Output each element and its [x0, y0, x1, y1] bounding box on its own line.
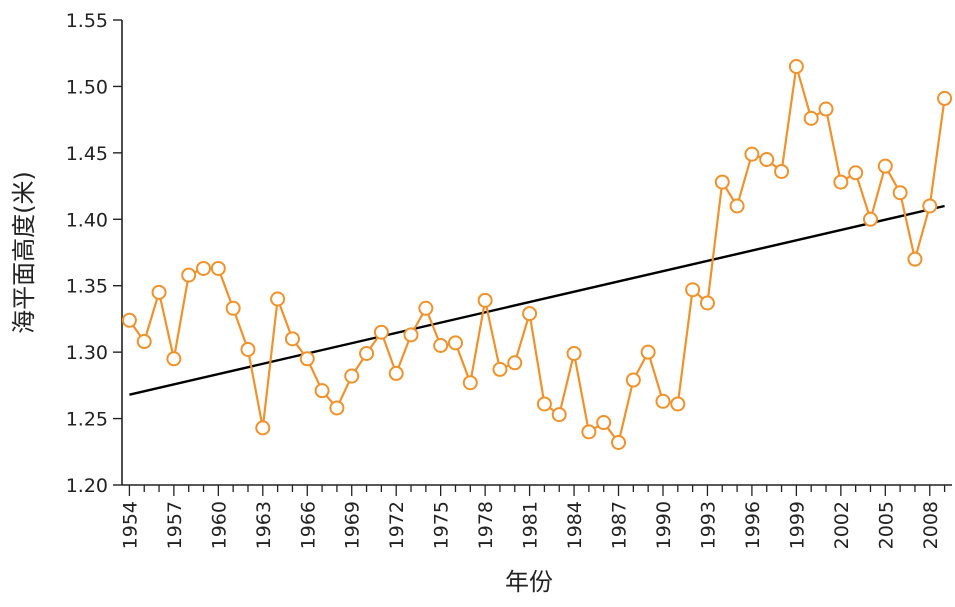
x-tick-label: 1957 [164, 501, 186, 549]
data-point [522, 306, 538, 322]
data-point [462, 375, 478, 391]
data-point [196, 260, 212, 276]
data-point [848, 165, 864, 181]
data-point [507, 355, 523, 371]
y-tick-label: 1.50 [66, 76, 108, 98]
y-tick-label: 1.25 [66, 409, 108, 431]
x-tick-label: 1981 [520, 501, 542, 549]
data-point [418, 300, 434, 316]
x-tick-label: 1993 [697, 501, 719, 549]
x-tick-label: 2002 [831, 501, 853, 549]
data-point [255, 420, 271, 436]
data-point [433, 338, 449, 353]
series-group [121, 59, 953, 450]
y-tick-label: 1.45 [66, 143, 108, 165]
trendline [129, 204, 945, 396]
data-point [551, 407, 567, 423]
series-line [128, 65, 946, 444]
data-point [151, 284, 167, 300]
data-point [625, 372, 641, 388]
data-point [877, 158, 893, 174]
data-point [566, 345, 582, 361]
data-point [314, 383, 330, 399]
data-point [685, 282, 701, 298]
data-point [181, 267, 197, 283]
data-point [596, 415, 612, 431]
data-point [344, 368, 360, 384]
y-tick-label: 1.40 [66, 209, 108, 231]
data-point [774, 163, 790, 179]
y-tick-label: 1.55 [66, 10, 108, 32]
data-point [284, 331, 300, 347]
x-tick-label: 1996 [742, 501, 764, 549]
x-tick-label: 1990 [653, 501, 675, 549]
y-tick-label: 1.35 [66, 276, 108, 298]
data-point [714, 174, 730, 190]
data-point [788, 59, 804, 74]
data-point [210, 260, 226, 276]
data-point [388, 365, 404, 381]
trendline-group [129, 204, 945, 396]
data-point [581, 424, 597, 440]
x-ticks: 1954 1957 1960 1963 1966 1969 1972 1975 1978 1981… [119, 485, 946, 549]
x-tick-label: 2005 [875, 501, 897, 549]
data-point [862, 211, 878, 227]
x-tick-label: 1954 [119, 501, 141, 549]
x-tick-label: 1969 [342, 501, 364, 549]
data-point [136, 334, 152, 350]
data-point [270, 291, 286, 307]
data-point [729, 198, 745, 214]
data-point [640, 344, 656, 360]
data-point [922, 198, 938, 214]
data-point [655, 393, 671, 409]
data-point [699, 295, 715, 311]
data-point [166, 351, 182, 367]
data-point [670, 396, 686, 412]
y-tick-label: 1.20 [66, 475, 108, 497]
data-point [403, 327, 419, 343]
axes: 1.201.251.301.351.401.451.501.55 1954 195… [66, 10, 952, 549]
y-tick-label: 1.30 [66, 342, 108, 364]
x-tick-label: 1972 [386, 501, 408, 549]
data-point [803, 110, 819, 126]
data-point [892, 185, 908, 201]
data-point [492, 361, 508, 377]
x-tick-label: 1999 [786, 501, 808, 549]
data-point [240, 341, 256, 357]
data-point [447, 335, 463, 351]
data-point [818, 101, 834, 117]
y-ticks: 1.20 1.25 1.30 1.35 1.40 1.45 1.50 1.55 [66, 10, 122, 497]
data-point [299, 351, 315, 367]
data-point [225, 300, 241, 316]
data-point [759, 152, 775, 167]
x-tick-label: 1984 [564, 501, 586, 549]
data-point [744, 146, 760, 162]
y-axis-title: 海平面高度(米) [10, 171, 38, 334]
data-point [373, 324, 389, 340]
x-axis-title: 年份 [505, 568, 553, 596]
x-tick-label: 1963 [253, 501, 275, 549]
data-point [329, 400, 345, 416]
x-tick-label: 2008 [920, 501, 942, 549]
data-point [359, 345, 375, 361]
x-tick-label: 1960 [208, 501, 230, 549]
data-point [937, 90, 953, 106]
data-point [536, 396, 552, 412]
data-point [121, 312, 137, 328]
data-point [477, 292, 493, 308]
data-point [611, 434, 627, 450]
x-tick-label: 1978 [475, 501, 497, 549]
data-point [907, 251, 923, 267]
x-tick-label: 1987 [609, 501, 631, 549]
x-tick-label: 1975 [431, 501, 453, 549]
x-tick-label: 1966 [297, 501, 319, 549]
data-point [833, 174, 849, 190]
